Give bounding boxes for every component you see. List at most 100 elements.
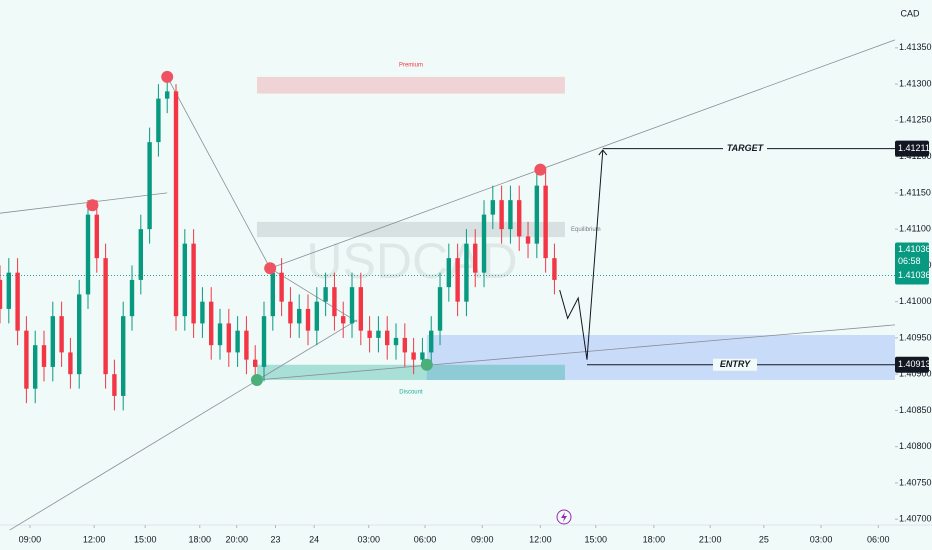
candle-body [429,330,434,353]
candle-body [499,200,504,230]
candle-body [358,287,364,331]
events-icon[interactable] [556,509,572,525]
candle-body [173,91,179,317]
entry-price-box [895,356,929,373]
zone [256,76,565,94]
candle-body [103,258,108,375]
candle-body [129,279,135,317]
candle-body [508,200,513,230]
target-label: TARGET [727,143,765,153]
candle-body [288,301,293,324]
candle-body [473,243,478,273]
candle-body [182,243,188,317]
y-tick-label: 1.40700 [899,514,932,524]
candle-body [0,279,3,309]
candle-body [305,308,311,331]
candle-body [314,301,320,331]
candle-body [85,214,91,295]
x-tick-label: 03:00 [810,534,833,544]
candle-body [323,287,328,302]
entry-price: 1.40913 [898,359,931,369]
projection-path [559,150,604,360]
candle-body [481,214,487,273]
x-tick-label: 20:00 [225,534,248,544]
candle-body [376,330,381,338]
x-tick-label: 18:00 [643,534,666,544]
candle-body [261,316,267,367]
candle-body [50,316,56,367]
candle-body [543,185,548,259]
target-label-bg [723,142,767,155]
swing-dot [161,70,174,83]
x-tick-label: 03:00 [357,534,380,544]
y-tick-label: 1.41100 [899,224,931,234]
candle-body [121,316,126,396]
y-tick-label: 1.41150 [899,187,931,197]
entry-zone [426,335,895,380]
candle-body [402,337,408,353]
candle-body [525,236,531,244]
event-bolt [561,512,567,522]
candle-body [332,287,337,317]
target-price-box [895,140,929,157]
x-tick-label: 09:00 [471,534,494,544]
projection-arrow [598,149,608,156]
trend-line [166,76,271,269]
last-price: 1.41036 [898,270,931,280]
y-tick-label: 1.40950 [899,332,932,342]
candle-body [464,243,469,302]
y-tick-label: 1.41350 [899,42,932,52]
candle-body [112,374,117,396]
swing-dot [420,358,433,371]
last-price: 1.41036 [898,244,931,254]
y-tick-label: 1.40900 [899,369,932,379]
candle-body [226,323,232,353]
candle-body [217,323,223,346]
candle-body [68,352,73,375]
candle-body [15,272,20,331]
zone-label: Discount [399,390,423,396]
candle-body [24,330,29,389]
x-tick-label: 12:00 [83,534,106,544]
event-circle [556,509,572,525]
candle-body [446,258,452,288]
candle-body [393,337,399,346]
zone [256,221,565,238]
candle-body [41,345,47,367]
x-tick-label: 06:00 [867,534,890,544]
candle-body [385,330,390,346]
currency-label: CAD [900,8,920,18]
candle-body [367,330,372,338]
y-tick-label: 1.41000 [899,296,932,306]
candle-body [33,345,38,389]
candle-body [59,316,64,353]
y-tick-label: 1.40850 [899,405,932,415]
candle-body [156,98,161,143]
candle-body [411,352,416,360]
entry-label: ENTRY [720,359,751,369]
candle-body [253,359,258,367]
countdown: 06:58 [898,256,921,266]
y-tick-label: 1.41250 [899,115,932,125]
trend-line [9,319,358,531]
zone-label: Equilibrium [571,227,601,233]
x-tick-label: 18:00 [189,534,212,544]
x-tick-label: 23 [270,534,280,544]
x-tick-label: 15:00 [585,534,608,544]
target-price: 1.41211 [898,143,930,153]
x-tick-label: 21:00 [699,534,722,544]
candle-body [6,272,12,309]
entry-label-bg [713,358,757,371]
trend-line [270,39,896,269]
candle-body [490,200,496,215]
candle-body [270,272,276,317]
x-tick-label: 15:00 [134,534,157,544]
y-tick-label: 1.40800 [899,441,932,451]
candle-body [165,91,170,99]
candle-body [349,287,355,324]
swing-dot [86,199,99,212]
swing-dot [534,163,547,176]
x-tick-label: 12:00 [529,534,552,544]
